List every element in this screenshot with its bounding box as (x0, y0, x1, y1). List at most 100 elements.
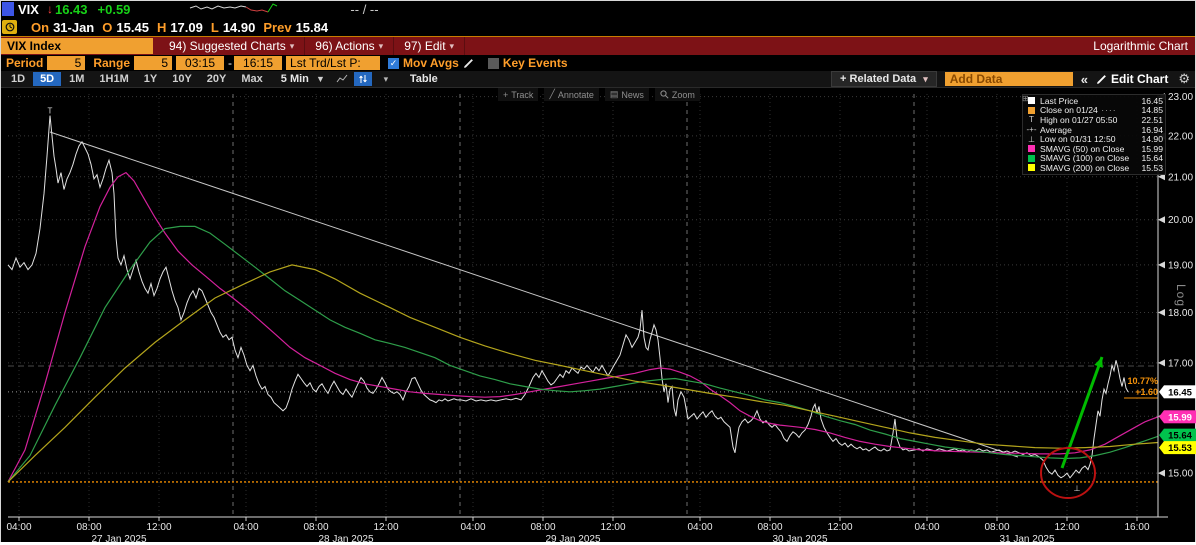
annotate-button[interactable]: ╱ Annotate (544, 88, 599, 101)
time-to-input[interactable]: 16:15 (234, 56, 283, 70)
x-tick-label: 12:00 (600, 522, 625, 533)
y-tick-icon (1158, 359, 1165, 367)
x-tick-label: 12:00 (373, 522, 398, 533)
high-value: 17.09 (170, 19, 203, 35)
collapse-panel-button[interactable]: « (1080, 71, 1088, 87)
time-from-input[interactable]: 03:15 (176, 56, 225, 70)
price-tag-box (1164, 410, 1196, 424)
price-tag-point (1159, 428, 1164, 442)
legend-row-6[interactable]: SMAVG (100) on Close 15.64 (1025, 153, 1163, 163)
x-tick-label: 08:00 (530, 522, 555, 533)
y-tick-label: 22.00 (1168, 131, 1193, 142)
prev-value: 15.84 (295, 19, 329, 35)
window-bottom-border (0, 542, 1196, 545)
legend-collapse-icon[interactable]: ⊞ (1022, 94, 1029, 103)
tab-1h1m[interactable]: 1H1M (99, 73, 129, 85)
date-label: 31 Jan 2025 (999, 534, 1054, 545)
legend-row-1[interactable]: Close on 01/24 ···· 14.85 (1025, 105, 1163, 116)
price-tag-value: 15.64 (1168, 431, 1192, 442)
open-value: 15.45 (116, 19, 149, 35)
tab-20y[interactable]: 20Y (206, 73, 227, 85)
point-change-value: +1.60 (1135, 387, 1158, 397)
bid-ask-placeholder: -- / -- (350, 1, 379, 17)
legend-label: SMAVG (200) on Close (1040, 162, 1130, 173)
interval-dropdown[interactable]: 5 Min ▼ (280, 73, 325, 85)
trendline[interactable] (49, 131, 1019, 458)
crosshair-icon: + (503, 89, 509, 100)
menu-item-0[interactable]: 94) Suggested Charts ▾ (159, 37, 306, 55)
price-source-dropdown[interactable]: Lst Trd/Lst P: (286, 56, 381, 70)
y-tick-icon (1158, 261, 1165, 269)
period-label: Period (6, 56, 44, 70)
price-tag-point (1159, 410, 1164, 424)
arrowhead-icon (1094, 357, 1103, 368)
price-tag-value: 15.99 (1168, 412, 1192, 423)
last-price: 16.43 (54, 1, 88, 17)
legend-row-5[interactable]: SMAVG (50) on Close 15.99 (1025, 144, 1163, 154)
legend-row-4[interactable]: ⊥ Low on 01/31 12:50 14.90 (1025, 134, 1163, 144)
tab-10y[interactable]: 10Y (172, 73, 192, 85)
legend-value: 15.53 (1141, 162, 1163, 173)
related-data-button[interactable]: + Related Data ▾ (831, 71, 937, 87)
low-marker: ⊥ (1074, 484, 1081, 493)
period-input[interactable]: 5 (47, 56, 86, 70)
menu-item-1[interactable]: 96) Actions ▾ (305, 37, 395, 55)
square-marker-icon (1025, 154, 1038, 162)
mov-avgs-pencil-icon[interactable] (463, 58, 474, 69)
square-marker-icon (1025, 145, 1038, 153)
menu-item-2[interactable]: 97) Edit ▾ (394, 37, 466, 55)
key-events-checkbox[interactable] (487, 57, 499, 69)
news-button[interactable]: ▤ News (604, 88, 649, 101)
legend-row-2[interactable]: T High on 01/27 05:50 22.51 (1025, 115, 1163, 125)
price-tag-point (1159, 385, 1164, 399)
legend-value: 22.51 (1141, 114, 1163, 125)
net-change: +0.59 (97, 1, 131, 17)
price-tag-point (1159, 441, 1164, 455)
chart-legend[interactable]: ⊞ Last Price 16.45 Close on 01/24 ···· 14.8… (1022, 94, 1166, 175)
zoom-button[interactable]: Zoom (654, 88, 700, 101)
legend-row-0[interactable]: Last Price 16.45 (1025, 96, 1163, 106)
legend-row-7[interactable]: SMAVG (200) on Close 15.53 (1025, 163, 1163, 173)
time-range-dash: - (228, 56, 233, 70)
chart-style-dropdown[interactable]: ▾ (383, 73, 389, 84)
legend-value: 16.45 (1141, 95, 1163, 106)
mov-avgs-checkbox[interactable]: ✓ (388, 57, 400, 69)
tab-1d[interactable]: 1D (11, 73, 26, 85)
tab-1y[interactable]: 1Y (143, 73, 158, 85)
legend-label: Last Price (1040, 95, 1079, 106)
legend-label: SMAVG (50) on Close (1040, 143, 1125, 154)
x-tick-label: 08:00 (303, 522, 328, 533)
high-label: H (156, 19, 167, 35)
range-input[interactable]: 5 (134, 56, 173, 70)
tab-5d[interactable]: 5D (33, 72, 62, 86)
x-tick-label: 04:00 (233, 522, 258, 533)
add-data-input[interactable]: Add Data (944, 72, 1073, 86)
delayed-clock-icon (2, 20, 17, 34)
prev-label: Prev (263, 19, 292, 35)
ticker-symbol: VIX (18, 1, 39, 17)
circle-annotation[interactable] (1040, 447, 1096, 499)
percent-change-value: 10.77% (1127, 376, 1158, 386)
low-label: L (210, 19, 219, 35)
on-label: On (31, 19, 50, 35)
settings-gear-icon[interactable]: ⚙ (1178, 71, 1190, 86)
line-chart-type-button[interactable] (333, 72, 351, 86)
high-marker: T (48, 107, 53, 116)
square-marker-icon (1025, 106, 1038, 114)
y-tick-icon (1158, 173, 1165, 181)
tab-max[interactable]: Max (241, 73, 263, 85)
legend-label: Close on 01/24 ···· (1040, 105, 1117, 116)
security-name-box[interactable]: VIX Index (1, 38, 153, 54)
y-tick-icon (1158, 309, 1165, 317)
series-1 (7, 171, 1159, 483)
track-button[interactable]: + Track (498, 88, 539, 101)
table-button[interactable]: Table (409, 73, 438, 85)
high-marker-icon: T (1029, 115, 1034, 125)
legend-row-3[interactable]: -+- Average 16.94 (1025, 125, 1164, 135)
up-arrow-annotation[interactable] (1060, 356, 1104, 469)
edit-chart-button[interactable]: Edit Chart (1096, 72, 1168, 86)
candle-toggle-button[interactable] (353, 72, 372, 86)
y-tick-icon (1158, 216, 1165, 224)
tab-1m[interactable]: 1M (69, 73, 85, 85)
